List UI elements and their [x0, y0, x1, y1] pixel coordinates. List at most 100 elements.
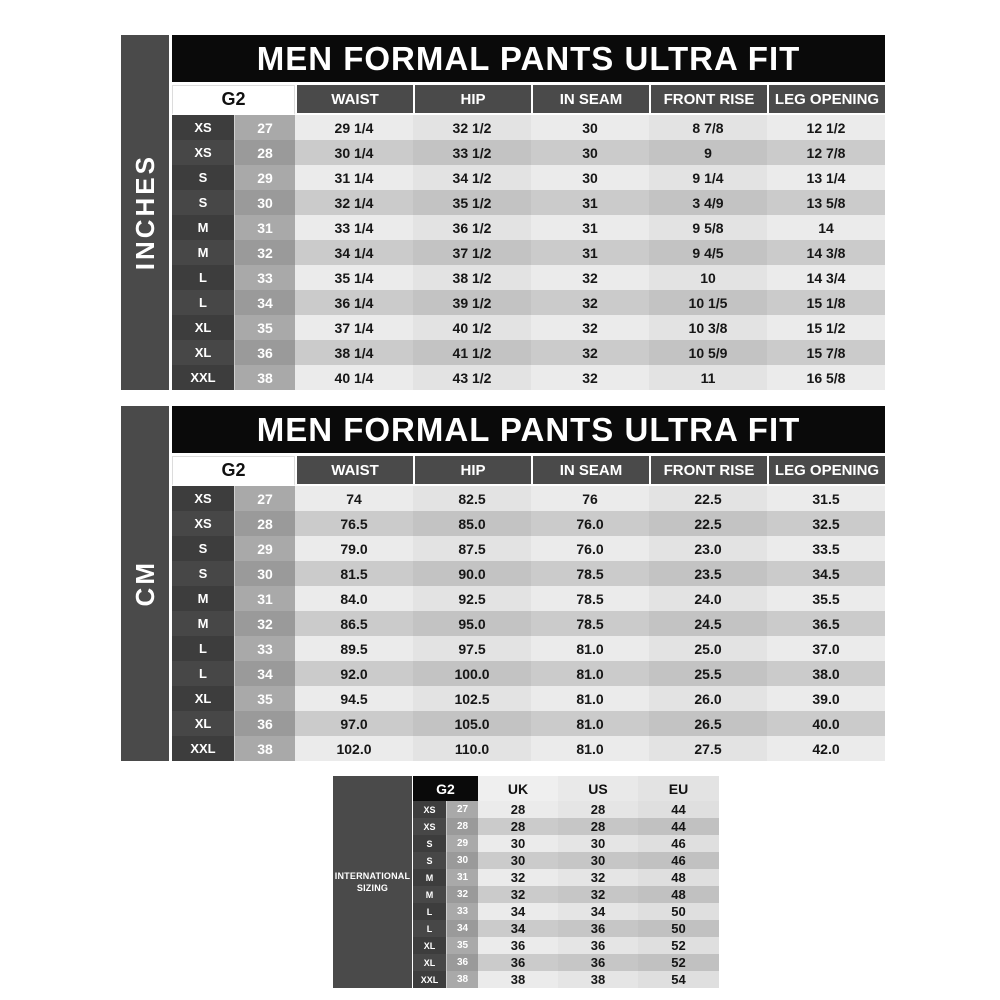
value-cell: 10 3/8 [649, 315, 767, 340]
value-cell: 76.0 [531, 536, 649, 561]
value-cell: 43 1/2 [413, 365, 531, 390]
value-cell: 35.5 [767, 586, 885, 611]
size-cell: L [172, 636, 234, 661]
size-cell: XL [413, 937, 446, 954]
value-cell: 12 1/2 [767, 115, 885, 140]
table-title: MEN FORMAL PANTS ULTRA FIT [172, 35, 885, 85]
value-cell: 24.0 [649, 586, 767, 611]
column-header-eu: EU [638, 776, 719, 801]
g2-number-cell: 33 [446, 903, 478, 920]
g2-number-cell: 36 [234, 340, 295, 365]
size-cell: XL [172, 340, 234, 365]
size-cell: L [413, 903, 446, 920]
cm-grid: G2 WAIST HIP IN SEAM FRONT RISE LEG OPENING XS… [172, 456, 885, 761]
value-cell: 26.0 [649, 686, 767, 711]
value-cell: 46 [638, 852, 719, 869]
value-cell: 30 [531, 165, 649, 190]
size-cell: M [172, 611, 234, 636]
g2-header-cell: G2 [172, 85, 295, 115]
value-cell: 81.0 [531, 686, 649, 711]
value-cell: 30 [558, 852, 638, 869]
value-cell: 16 5/8 [767, 365, 885, 390]
value-cell: 32 1/4 [295, 190, 413, 215]
value-cell: 22.5 [649, 486, 767, 511]
g2-number-cell: 32 [234, 611, 295, 636]
inches-table-body: MEN FORMAL PANTS ULTRA FIT G2 WAIST HIP IN … [172, 35, 885, 390]
value-cell: 46 [638, 835, 719, 852]
column-header-us: US [558, 776, 638, 801]
size-cell: S [172, 165, 234, 190]
value-cell: 9 [649, 140, 767, 165]
size-cell: M [413, 869, 446, 886]
value-cell: 9 4/5 [649, 240, 767, 265]
value-cell: 81.0 [531, 661, 649, 686]
g2-number-cell: 28 [234, 140, 295, 165]
value-cell: 100.0 [413, 661, 531, 686]
value-cell: 14 3/4 [767, 265, 885, 290]
value-cell: 34 1/2 [413, 165, 531, 190]
value-cell: 32 [558, 869, 638, 886]
g2-number-cell: 32 [234, 240, 295, 265]
value-cell: 34 [478, 903, 558, 920]
value-cell: 85.0 [413, 511, 531, 536]
value-cell: 37 1/2 [413, 240, 531, 265]
g2-number-cell: 30 [234, 190, 295, 215]
size-cell: XL [172, 315, 234, 340]
size-cell: L [172, 290, 234, 315]
size-cell: M [172, 240, 234, 265]
value-cell: 14 [767, 215, 885, 240]
international-sizing-table: INTERNATIONAL SIZING G2 UK US EU XS 27 28 28 44 X… [333, 776, 719, 988]
value-cell: 36 1/4 [295, 290, 413, 315]
g2-number-cell: 34 [446, 920, 478, 937]
g2-number-cell: 35 [446, 937, 478, 954]
value-cell: 52 [638, 937, 719, 954]
cm-unit-label: CM [129, 560, 160, 607]
value-cell: 13 1/4 [767, 165, 885, 190]
value-cell: 74 [295, 486, 413, 511]
value-cell: 31 [531, 215, 649, 240]
value-cell: 84.0 [295, 586, 413, 611]
value-cell: 8 7/8 [649, 115, 767, 140]
value-cell: 110.0 [413, 736, 531, 761]
value-cell: 34 [558, 903, 638, 920]
value-cell: 34 [478, 920, 558, 937]
value-cell: 40 1/2 [413, 315, 531, 340]
size-cell: XS [172, 140, 234, 165]
g2-header-cell: G2 [172, 456, 295, 486]
value-cell: 44 [638, 801, 719, 818]
cm-table-body: MEN FORMAL PANTS ULTRA FIT G2 WAIST HIP IN … [172, 406, 885, 761]
value-cell: 23.5 [649, 561, 767, 586]
value-cell: 32 [531, 365, 649, 390]
value-cell: 15 7/8 [767, 340, 885, 365]
value-cell: 42.0 [767, 736, 885, 761]
value-cell: 87.5 [413, 536, 531, 561]
value-cell: 32 [478, 886, 558, 903]
value-cell: 32 [531, 315, 649, 340]
g2-number-cell: 29 [446, 835, 478, 852]
value-cell: 36 [558, 920, 638, 937]
value-cell: 102.0 [295, 736, 413, 761]
international-label-line1: INTERNATIONAL [334, 870, 411, 881]
value-cell: 10 [649, 265, 767, 290]
column-header-leg-opening: LEG OPENING [767, 456, 885, 486]
value-cell: 12 7/8 [767, 140, 885, 165]
column-header-uk: UK [478, 776, 558, 801]
g2-header-cell: G2 [413, 776, 478, 801]
international-sizing-label: INTERNATIONAL SIZING [333, 776, 412, 988]
size-cell: XXL [172, 736, 234, 761]
g2-number-cell: 27 [234, 486, 295, 511]
size-cell: M [172, 215, 234, 240]
value-cell: 27.5 [649, 736, 767, 761]
size-cell: S [172, 190, 234, 215]
value-cell: 36 [478, 954, 558, 971]
value-cell: 30 [531, 115, 649, 140]
value-cell: 90.0 [413, 561, 531, 586]
value-cell: 33 1/2 [413, 140, 531, 165]
g2-number-cell: 30 [234, 561, 295, 586]
size-cell: S [413, 835, 446, 852]
g2-number-cell: 35 [234, 686, 295, 711]
g2-number-cell: 35 [234, 315, 295, 340]
size-cell: XL [172, 686, 234, 711]
size-cell: XL [172, 711, 234, 736]
size-cell: L [172, 265, 234, 290]
